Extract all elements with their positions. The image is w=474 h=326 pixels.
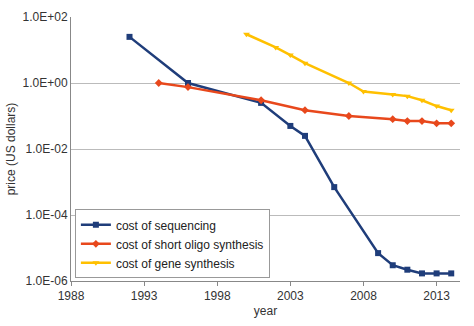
svg-text:1.0E-02: 1.0E-02	[26, 142, 68, 156]
svg-text:1.0E-06: 1.0E-06	[26, 274, 68, 288]
svg-text:1.0E+00: 1.0E+00	[23, 76, 68, 90]
svg-text:cost of gene synthesis: cost of gene synthesis	[116, 257, 235, 271]
svg-text:year: year	[254, 304, 277, 318]
svg-text:1993: 1993	[131, 289, 158, 303]
svg-text:1988: 1988	[58, 289, 85, 303]
svg-text:2003: 2003	[277, 289, 304, 303]
svg-text:cost of sequencing: cost of sequencing	[116, 219, 216, 233]
svg-text:2013: 2013	[423, 289, 450, 303]
svg-text:1998: 1998	[204, 289, 231, 303]
svg-text:1.0E-04: 1.0E-04	[26, 208, 68, 222]
svg-text:1.0E+02: 1.0E+02	[23, 10, 68, 24]
svg-text:2008: 2008	[350, 289, 377, 303]
svg-text:price (US dollars): price (US dollars)	[4, 103, 18, 196]
svg-text:cost of short oligo synthesis: cost of short oligo synthesis	[116, 238, 263, 252]
